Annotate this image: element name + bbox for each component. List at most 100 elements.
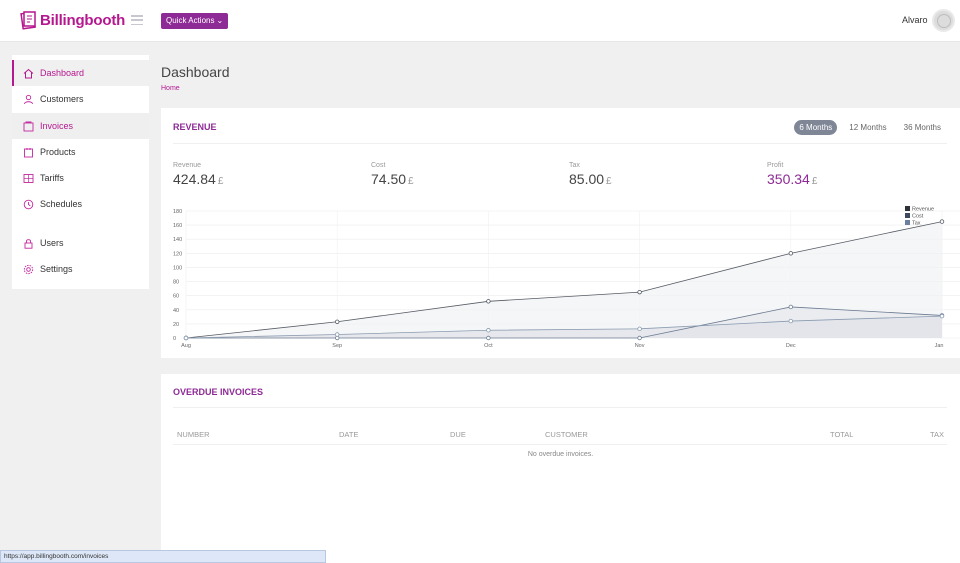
legend-label: Revenue xyxy=(912,207,934,213)
legend-label: Cost xyxy=(912,214,924,220)
data-point-tax xyxy=(334,332,340,337)
data-point-revenue xyxy=(637,289,642,295)
stat-value: 74.50 xyxy=(371,171,407,187)
chevron-down-icon: ⌄ xyxy=(216,16,224,25)
currency-symbol: £ xyxy=(606,176,612,187)
data-point-cost xyxy=(637,335,642,341)
data-point-revenue xyxy=(788,251,793,256)
sidebar-item-label: Invoices xyxy=(40,121,74,131)
x-tick-label: Dec xyxy=(786,343,796,349)
stat-cost: Cost 74.50 £ xyxy=(371,162,414,187)
divider xyxy=(173,444,947,445)
quick-actions-button[interactable]: Quick Actions ⌄ xyxy=(161,13,229,29)
sidebar-item-schedules[interactable]: Schedules xyxy=(12,191,149,217)
legend-swatch xyxy=(905,206,910,211)
tab-6-months[interactable]: 6 Months xyxy=(794,120,838,135)
y-tick-label: 0 xyxy=(173,336,176,342)
divider xyxy=(173,407,947,408)
stat-value: 350.34 xyxy=(767,171,810,187)
column-header-customer[interactable]: CUSTOMER xyxy=(545,430,588,439)
data-point-cost xyxy=(334,335,340,341)
currency-symbol: £ xyxy=(217,176,224,187)
avatar[interactable] xyxy=(932,9,955,32)
y-tick-label: 100 xyxy=(173,265,182,271)
page-title: Dashboard xyxy=(161,64,230,80)
breadcrumb[interactable]: Home xyxy=(161,85,180,92)
series-line-cost xyxy=(186,306,943,339)
column-header-total[interactable]: TOTAL xyxy=(830,430,854,439)
data-point-revenue xyxy=(939,219,945,224)
y-tick-label: 140 xyxy=(173,237,182,243)
revenue-title: REVENUE xyxy=(173,122,217,132)
sidebar-item-users[interactable]: Users xyxy=(12,230,149,256)
empty-state-text: No overdue invoices. xyxy=(527,451,594,458)
grid-icon xyxy=(23,173,34,184)
x-tick-label: Nov xyxy=(635,343,645,349)
period-tabs: 6 Months 12 Months 36 Months xyxy=(794,120,946,135)
menu-toggle-icon[interactable] xyxy=(131,15,143,25)
sidebar-item-customers[interactable]: Customers xyxy=(12,86,149,112)
data-point-tax xyxy=(637,326,642,332)
sidebar-item-label: Tariffs xyxy=(40,173,64,183)
column-header-number[interactable]: NUMBER xyxy=(177,430,210,439)
users-icon xyxy=(23,94,34,105)
stat-label: Profit xyxy=(767,162,784,169)
sidebar: Dashboard Customers Invoices Products Ta… xyxy=(12,55,149,289)
column-header-due[interactable]: DUE xyxy=(450,430,466,439)
data-point-revenue xyxy=(486,299,491,304)
currency-symbol: £ xyxy=(811,176,818,187)
sidebar-item-label: Dashboard xyxy=(40,68,85,78)
x-tick-label: Sep xyxy=(332,343,342,349)
logo[interactable]: Billingbooth xyxy=(19,10,125,30)
sidebar-item-dashboard[interactable]: Dashboard xyxy=(12,60,149,86)
column-header-date[interactable]: DATE xyxy=(339,430,359,439)
series-line-tax xyxy=(185,315,943,339)
y-tick-label: 80 xyxy=(173,280,179,286)
data-point-cost xyxy=(788,304,793,310)
gear-icon xyxy=(23,264,34,275)
tab-12-months[interactable]: 12 Months xyxy=(849,123,887,132)
user-name[interactable]: Alvaro xyxy=(902,15,928,25)
series-area-tax xyxy=(186,316,942,338)
legend-label: Tax xyxy=(912,221,921,227)
column-header-tax[interactable]: TAX xyxy=(930,430,945,439)
sidebar-item-label: Schedules xyxy=(40,199,83,209)
stat-label: Revenue xyxy=(173,162,202,169)
stat-tax: Tax 85.00 £ xyxy=(569,162,612,187)
y-tick-label: 40 xyxy=(173,308,179,314)
y-tick-label: 180 xyxy=(173,209,182,215)
revenue-card: REVENUE 6 Months 12 Months 36 Months Rev… xyxy=(161,108,960,358)
sidebar-item-tariffs[interactable]: Tariffs xyxy=(12,165,149,191)
stat-revenue: Revenue 424.84 £ xyxy=(173,162,223,187)
overdue-title: OVERDUE INVOICES xyxy=(173,387,264,397)
x-tick-label: Jan xyxy=(935,343,944,349)
logo-icon xyxy=(19,10,38,30)
sidebar-item-label: Settings xyxy=(40,264,73,274)
y-tick-label: 160 xyxy=(173,223,182,229)
series-area-revenue xyxy=(186,221,942,338)
sidebar-item-settings[interactable]: Settings xyxy=(12,256,149,282)
tab-36-months[interactable]: 36 Months xyxy=(903,123,941,132)
divider xyxy=(173,143,947,144)
quick-actions-label: Quick Actions xyxy=(166,16,215,25)
stat-label: Cost xyxy=(371,162,386,169)
sidebar-item-label: Products xyxy=(40,147,76,157)
overdue-invoices-card: OVERDUE INVOICES NUMBER DATE DUE CUSTOME… xyxy=(161,374,960,563)
top-bar: Billingbooth Quick Actions ⌄ Alvaro xyxy=(0,0,960,42)
sidebar-item-products[interactable]: Products xyxy=(12,139,149,165)
stat-label: Tax xyxy=(569,162,580,169)
stat-value: 424.84 xyxy=(173,171,216,187)
data-point-tax xyxy=(788,318,793,324)
sidebar-item-invoices[interactable]: Invoices xyxy=(12,113,149,139)
sidebar-item-label: Users xyxy=(40,238,64,248)
y-tick-label: 120 xyxy=(173,251,182,257)
y-tick-label: 60 xyxy=(173,294,179,300)
lock-icon xyxy=(23,238,34,249)
legend-swatch xyxy=(905,220,910,225)
box-icon xyxy=(23,147,34,158)
clock-icon xyxy=(23,199,34,210)
x-tick-label: Oct xyxy=(484,343,493,349)
data-point-tax xyxy=(486,328,491,333)
currency-symbol: £ xyxy=(408,176,414,187)
data-point-tax xyxy=(939,313,945,319)
